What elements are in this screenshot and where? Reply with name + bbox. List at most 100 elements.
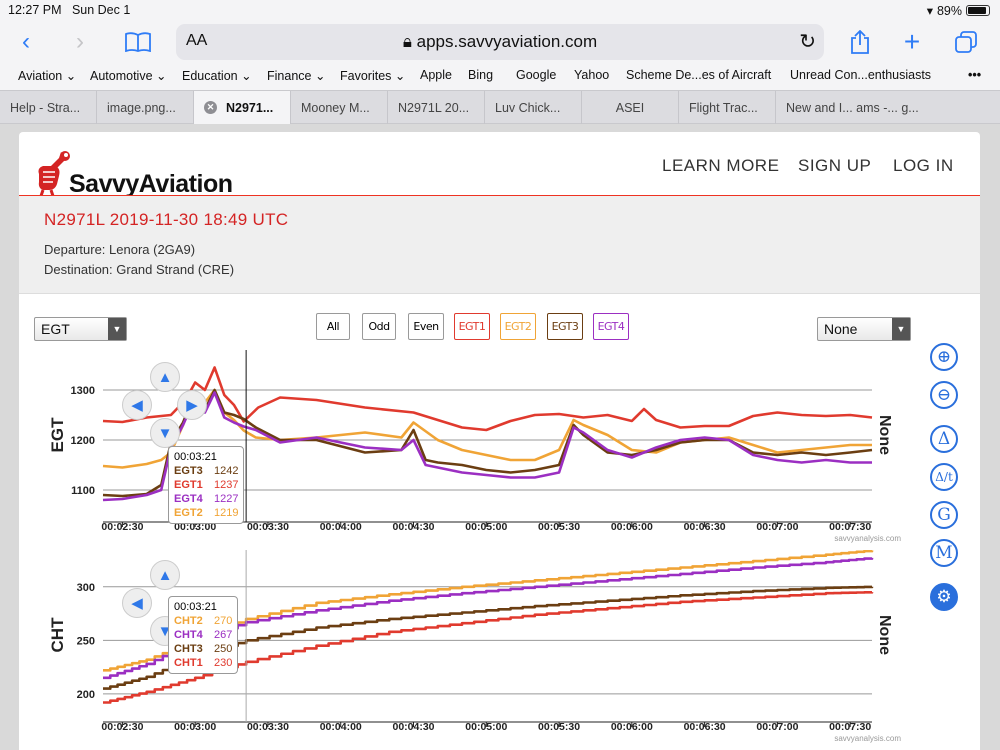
tab-item[interactable]: Flight Trac... (679, 91, 776, 124)
tooltip-value: 267 (214, 629, 233, 641)
more-icon[interactable]: ••• (968, 68, 982, 82)
pan-left-button[interactable]: ◀ (122, 588, 152, 618)
x-tick-label: 00:05:00 (465, 721, 507, 733)
tooltip-time: 00:03:21 (174, 451, 217, 463)
savvy-logo[interactable] (35, 150, 71, 198)
filter-egt2-button[interactable]: EGT2 (500, 313, 536, 340)
filter-egt1-button[interactable]: EGT1 (454, 313, 490, 340)
right-axis-label: None (876, 615, 893, 655)
filter-egt3-button[interactable]: EGT3 (547, 313, 583, 340)
cht-tooltip: 00:03:21 CHT2 270 CHT4 267 CHT3 250 CHT1 230 (168, 596, 239, 674)
x-tick-label: 00:05:30 (538, 721, 580, 733)
secondary-select[interactable]: None ▼ (817, 317, 911, 341)
departure-text: Departure: Lenora (2GA9) (44, 242, 196, 257)
tab-item[interactable]: image.png... (97, 91, 194, 124)
status-right: ▾ 89% (927, 3, 990, 18)
g-button[interactable]: G (930, 501, 958, 529)
y-axis-label: EGT (48, 417, 67, 453)
y-tick-label: 1300 (71, 385, 95, 397)
delta-per-time-button[interactable]: Δ/t (930, 463, 958, 491)
parameter-select[interactable]: EGT ▼ (34, 317, 127, 341)
cht-chart[interactable]: 200 250 300 00:02:30 00:03:00 00:03:30 00:04:0… (19, 550, 919, 750)
tooltip-series: CHT4 (174, 629, 203, 641)
tooltip-series: EGT4 (174, 493, 203, 505)
bookmark-apple[interactable]: Apple (420, 68, 452, 82)
m-button[interactable]: M (930, 539, 958, 567)
share-icon[interactable] (844, 26, 876, 58)
tooltip-value: 230 (214, 657, 233, 669)
tab-item[interactable]: Help - Stra... (0, 91, 97, 124)
sign-up-link[interactable]: SIGN UP (798, 156, 872, 175)
pan-up-button[interactable]: ▲ (150, 560, 180, 590)
zoom-out-icon[interactable]: ⊖ (930, 381, 958, 409)
back-icon[interactable]: ‹ (22, 28, 30, 55)
browser-toolbar: ‹ › AA 🔒︎ apps.savvyaviation.com ↻ + (0, 20, 1000, 64)
series-line-egt1 (102, 366, 873, 432)
bookmarks-bar: Aviation ⌄ Automotive ⌄ Education ⌄ Fina… (0, 64, 1000, 90)
tooltip-value: 1227 (214, 493, 239, 505)
bookmarks-book-icon[interactable] (122, 26, 154, 58)
tab-active[interactable]: ✕ N2971... (194, 91, 291, 124)
learn-more-link[interactable]: LEARN MORE (662, 156, 780, 175)
bookmark-scheme[interactable]: Scheme De...es of Aircraft (626, 68, 772, 82)
filter-all-button[interactable]: All (316, 313, 350, 340)
tooltip-time: 00:03:21 (174, 601, 217, 613)
bookmark-yahoo[interactable]: Yahoo (574, 68, 610, 82)
gear-icon[interactable]: ⚙ (930, 583, 958, 611)
x-tick-label: 00:04:30 (392, 721, 434, 733)
tooltip-value: 250 (214, 643, 233, 655)
page-content: SavvyAviation LEARN MORE SIGN UP LOG IN … (19, 132, 980, 750)
tab-item[interactable]: Luv Chick... (485, 91, 582, 124)
bookmark-automotive[interactable]: Automotive ⌄ (90, 69, 167, 83)
watermark: savvyanalysis.com (834, 534, 901, 543)
filter-egt4-button[interactable]: EGT4 (593, 313, 629, 340)
tab-item[interactable]: ASEI (582, 91, 679, 124)
pan-down-button[interactable]: ▼ (150, 418, 180, 448)
pan-left-button[interactable]: ◀ (122, 390, 152, 420)
bookmark-google[interactable]: Google (516, 68, 557, 82)
delta-button[interactable]: Δ (930, 425, 958, 453)
bookmark-education[interactable]: Education ⌄ (182, 69, 252, 83)
logo-text[interactable]: SavvyAviation (69, 170, 233, 198)
x-tick-label: 00:03:00 (174, 721, 216, 733)
bookmark-favorites[interactable]: Favorites ⌄ (340, 69, 406, 83)
pan-right-button[interactable]: ▶ (177, 390, 207, 420)
fist-wrench-icon (38, 151, 70, 197)
chevron-down-icon: ▼ (108, 318, 126, 340)
url-text: 🔒︎ apps.savvyaviation.com (402, 32, 598, 51)
status-time: 12:27 PM Sun Dec 1 (8, 3, 131, 17)
log-in-link[interactable]: LOG IN (893, 156, 954, 175)
y-tick-label: 200 (77, 689, 95, 701)
tab-item[interactable]: Mooney M... (291, 91, 388, 124)
tab-active-label: N2971... (226, 100, 274, 115)
parameter-select-value: EGT (41, 321, 70, 337)
tooltip-series: CHT2 (174, 615, 203, 627)
forward-icon[interactable]: › (76, 28, 84, 55)
reload-icon[interactable]: ↻ (799, 31, 816, 53)
tabs-overview-icon[interactable] (950, 26, 982, 58)
new-tab-icon[interactable]: + (903, 26, 921, 57)
watermark: savvyanalysis.com (834, 734, 901, 743)
x-tick-label: 00:05:00 (465, 521, 507, 533)
filter-odd-button[interactable]: Odd (362, 313, 396, 340)
close-tab-icon[interactable]: ✕ (204, 101, 217, 114)
bookmark-unread[interactable]: Unread Con...enthusiasts (790, 68, 932, 82)
x-tick-label: 00:06:30 (684, 521, 726, 533)
tab-item[interactable]: New and I... ams -... g... (786, 100, 919, 115)
address-bar[interactable]: AA 🔒︎ apps.savvyaviation.com ↻ (176, 24, 824, 60)
x-tick-label: 00:06:00 (611, 721, 653, 733)
tooltip-series: CHT1 (174, 657, 203, 669)
pan-up-button[interactable]: ▲ (150, 362, 180, 392)
zoom-in-icon[interactable]: ⊕ (930, 343, 958, 371)
x-tick-label: 00:03:30 (247, 521, 289, 533)
bookmark-bing[interactable]: Bing (468, 68, 494, 82)
series-line-cht1 (103, 591, 874, 704)
bookmark-aviation[interactable]: Aviation ⌄ (18, 69, 77, 83)
tab-item[interactable]: N2971L 20... (388, 91, 485, 124)
header-divider (19, 195, 980, 196)
flight-info-panel: N2971L 2019-11-30 18:49 UTC Departure: L… (19, 196, 980, 294)
text-size-button[interactable]: AA (186, 32, 208, 49)
x-tick-label: 00:06:30 (684, 721, 726, 733)
filter-even-button[interactable]: Even (408, 313, 444, 340)
bookmark-finance[interactable]: Finance ⌄ (267, 69, 326, 83)
